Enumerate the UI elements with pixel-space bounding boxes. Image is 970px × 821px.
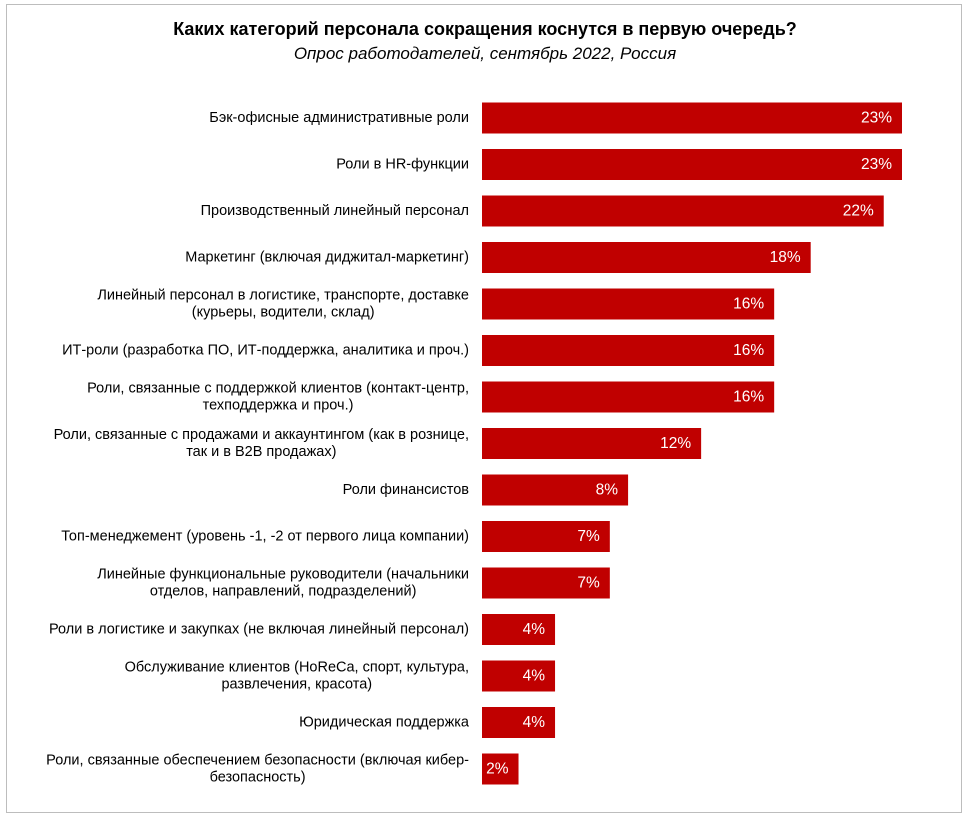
category-label-8: Роли финансистов [343, 482, 470, 498]
value-label-7: 12% [660, 435, 691, 452]
value-label-9: 7% [577, 528, 600, 545]
category-label-5: ИТ-роли (разработка ПО, ИТ-поддержка, ан… [62, 343, 469, 359]
value-label-12: 4% [523, 668, 546, 685]
bar-13 [482, 707, 556, 738]
value-label-2: 22% [843, 203, 874, 220]
bar-14 [482, 753, 519, 785]
category-label-11: Роли в логистике и закупках (не включая … [49, 622, 469, 638]
bar-3 [482, 242, 811, 273]
bar-5 [482, 335, 775, 366]
value-label-4: 16% [733, 296, 764, 313]
bar-7 [482, 428, 702, 459]
category-label-3: Маркетинг (включая диджитал-маркетинг) [185, 250, 469, 266]
bar-4 [482, 288, 775, 320]
category-label-14: Роли, связанные обеспечением безопасност… [46, 753, 469, 786]
bar-2 [482, 195, 884, 227]
bar-6 [482, 381, 775, 413]
category-label-4: Линейный персонал в логистике, транспорт… [97, 288, 469, 321]
value-label-14: 2% [486, 761, 509, 778]
value-label-0: 23% [861, 110, 892, 127]
category-label-12: Обслуживание клиентов (HoReCa, спорт, ку… [125, 660, 469, 693]
category-label-10: Линейные функциональные руководители (на… [97, 567, 469, 600]
category-label-1: Роли в HR-функции [336, 157, 469, 173]
value-label-13: 4% [523, 714, 546, 731]
value-label-5: 16% [733, 342, 764, 359]
value-label-8: 8% [596, 482, 619, 499]
bar-12 [482, 660, 556, 692]
value-label-3: 18% [770, 249, 801, 266]
category-label-2: Производственный линейный персонал [201, 203, 469, 219]
value-label-10: 7% [577, 575, 600, 592]
category-label-0: Бэк-офисные административные роли [209, 110, 469, 126]
bar-9 [482, 521, 610, 552]
chart-subtitle: Опрос работодателей, сентябрь 2022, Росс… [293, 44, 677, 63]
value-label-11: 4% [523, 621, 546, 638]
bar-8 [482, 474, 629, 506]
bar-11 [482, 614, 556, 645]
bar-1 [482, 149, 902, 180]
bar-0 [482, 102, 902, 134]
value-label-1: 23% [861, 156, 892, 173]
chart-title: Каких категорий персонала сокращения кос… [173, 19, 797, 39]
category-label-7: Роли, связанные с продажами и аккаунтинг… [54, 427, 469, 460]
category-label-9: Топ-менеджемент (уровень -1, -2 от перво… [61, 529, 469, 545]
bar-10 [482, 567, 610, 599]
category-label-13: Юридическая поддержка [299, 715, 470, 731]
value-label-6: 16% [733, 389, 764, 406]
category-label-6: Роли, связанные с поддержкой клиентов (к… [87, 381, 469, 414]
